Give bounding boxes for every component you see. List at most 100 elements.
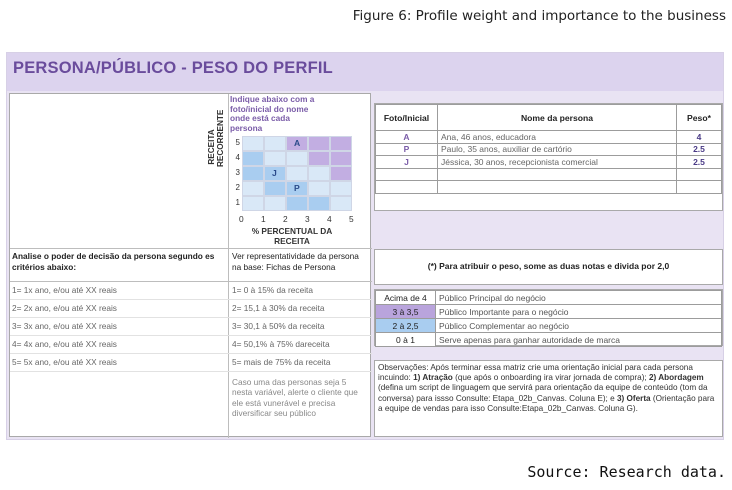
legend-range: Acima de 4	[375, 290, 436, 305]
persona-row: A Ana, 46 anos, educadora 4	[375, 130, 722, 144]
persona-initial: P	[375, 142, 438, 156]
spreadsheet: PERSONA/PÚBLICO - PESO DO PERFIL Indique…	[6, 52, 724, 440]
matrix-cell	[264, 151, 286, 166]
criteria-item: 3= 3x ano, e/ou até XX reais	[12, 321, 117, 331]
persona-matrix-grid: A J P	[242, 136, 352, 211]
row-divider	[10, 281, 372, 282]
persona-name: Jéssica, 30 anos, recepcionista comercia…	[437, 155, 677, 169]
matrix-cell	[264, 181, 286, 196]
row-divider	[10, 299, 372, 300]
obs-text: Observações: Após terminar essa matriz c…	[378, 363, 693, 383]
x-axis-label: % PERCENTUAL DA RECEITA	[251, 226, 333, 246]
persona-name: Ana, 46 anos, educadora	[437, 130, 677, 144]
legend-range: 2 à 2,5	[375, 318, 436, 333]
legend-row: 3 à 3,5 Público Importante para o negócio	[375, 304, 722, 319]
matrix-cell	[308, 136, 330, 151]
figure-caption: Figure 6: Profile weight and importance …	[352, 8, 726, 24]
observations-text: Observações: Após terminar essa matriz c…	[378, 363, 718, 414]
legend-description: Público Importante para o negócio	[435, 304, 722, 319]
header-name: Nome da persona	[437, 104, 677, 131]
x-tick-label: 3	[305, 214, 310, 224]
representativity-item: 4= 50,1% à 75% dareceita	[232, 339, 330, 349]
persona-row	[375, 167, 722, 181]
matrix-cell	[286, 151, 308, 166]
persona-initial	[375, 167, 438, 181]
row-divider	[10, 371, 372, 372]
matrix-cell	[264, 136, 286, 151]
persona-weight: 2.5	[676, 155, 722, 169]
y-axis-label: RECEITA RECORRENTE	[207, 109, 225, 167]
title-bar: PERSONA/PÚBLICO - PESO DO PERFIL	[7, 53, 723, 91]
criteria-item: 2= 2x ano, e/ou até XX reais	[12, 303, 117, 313]
legend-row: Acima de 4 Público Principal do negócio	[375, 290, 722, 305]
persona-initial	[375, 180, 438, 194]
obs-text: (que após o onboarding ira virar jornada…	[452, 373, 649, 383]
persona-initial: J	[375, 155, 438, 169]
row-divider	[10, 335, 372, 336]
weight-rule-note: (*) Para atribuir o peso, some as duas n…	[427, 261, 670, 271]
x-tick-label: 0	[239, 214, 244, 224]
representativity-item: 3= 30,1 à 50% da receita	[232, 321, 325, 331]
persona-weight	[676, 180, 722, 194]
header-weight: Peso*	[676, 104, 722, 131]
representativity-item: 5= mais de 75% da receita	[232, 357, 331, 367]
y-tick-label: 1	[235, 198, 240, 207]
x-tick-label: 5	[349, 214, 354, 224]
personas-table: Foto/Inicial Nome da persona Peso* A Ana,…	[375, 104, 722, 194]
legend-description: Público Principal do negócio	[435, 290, 722, 305]
criteria-item: 5= 5x ano, e/ou até XX reais	[12, 357, 117, 367]
persona-row: J Jéssica, 30 anos, recepcionista comerci…	[375, 155, 722, 169]
y-tick-label: 3	[235, 168, 240, 177]
persona-name: Paulo, 35 anos, auxiliar de cartório	[437, 142, 677, 156]
criteria-header: Analise o poder de decisão da persona se…	[12, 251, 215, 272]
matrix-instruction: Indique abaixo com a foto/inicial do nom…	[230, 94, 315, 133]
obs-bold: 2) Abordagem	[648, 373, 704, 383]
weight-note-panel: (*) Para atribuir o peso, some as duas n…	[374, 249, 723, 285]
sheet-title: PERSONA/PÚBLICO - PESO DO PERFIL	[13, 59, 333, 77]
diversify-note: Caso uma das personas seja 5 nesta variá…	[232, 377, 358, 418]
legend-row: 2 à 2,5 Público Complementar ao negócio	[375, 318, 722, 333]
weight-legend-table: Acima de 4 Público Principal do negócio 3 …	[375, 290, 722, 347]
x-tick-label: 1	[261, 214, 266, 224]
matrix-cell	[242, 196, 264, 211]
representativity-item: 1= 0 à 15% da receita	[232, 285, 313, 295]
matrix-cell	[242, 136, 264, 151]
representativity-header: Ver representatividade da persona na bas…	[232, 251, 359, 272]
personas-panel: Foto/Inicial Nome da persona Peso* A Ana,…	[374, 103, 723, 211]
matrix-cell	[308, 151, 330, 166]
matrix-cell	[242, 181, 264, 196]
legend-range: 3 à 3,5	[375, 304, 436, 319]
column-divider	[228, 94, 229, 438]
row-divider	[10, 353, 372, 354]
matrix-cell	[330, 151, 352, 166]
persona-initial: A	[375, 130, 438, 144]
matrix-panel: Indique abaixo com a foto/inicial do nom…	[9, 93, 372, 438]
persona-marker: P	[294, 183, 300, 193]
matrix-cell	[264, 196, 286, 211]
persona-marker: J	[272, 168, 277, 178]
y-tick-label: 4	[235, 153, 240, 162]
obs-text: (Orientação para a equipe de vendas para…	[378, 393, 715, 413]
matrix-cell	[330, 136, 352, 151]
matrix-cell	[286, 196, 308, 211]
legend-panel: Acima de 4 Público Principal do negócio 3 …	[374, 289, 723, 347]
representativity-item: 2= 15,1 à 30% da receita	[232, 303, 325, 313]
persona-name	[437, 167, 677, 181]
obs-bold: 1) Atração	[413, 373, 453, 383]
row-divider	[10, 317, 372, 318]
persona-weight: 2.5	[676, 142, 722, 156]
legend-description: Público Complementar ao negócio	[435, 318, 722, 333]
criteria-item: 1= 1x ano, e/ou até XX reais	[12, 285, 117, 295]
x-tick-label: 2	[283, 214, 288, 224]
matrix-cell	[308, 196, 330, 211]
matrix-cell	[308, 166, 330, 181]
observations-panel: Observações: Após terminar essa matriz c…	[374, 360, 723, 437]
matrix-cell	[264, 166, 286, 181]
matrix-cell	[242, 166, 264, 181]
persona-row	[375, 180, 722, 194]
matrix-cell	[286, 166, 308, 181]
legend-row: 0 à 1 Serve apenas para ganhar autoridade…	[375, 332, 722, 347]
matrix-cell	[330, 166, 352, 181]
matrix-cell	[330, 196, 352, 211]
matrix-cell	[308, 181, 330, 196]
